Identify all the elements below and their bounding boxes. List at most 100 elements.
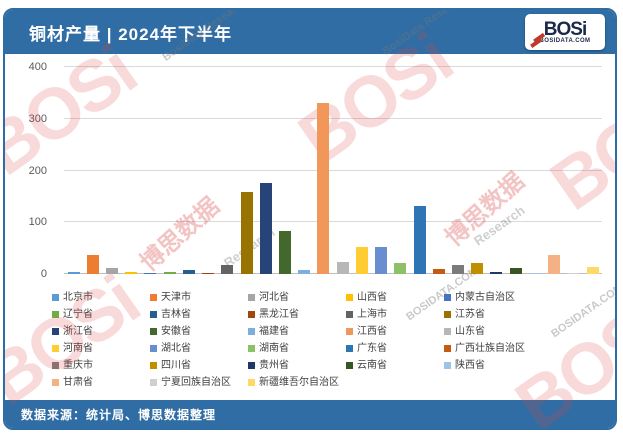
legend-item: 云南省 — [346, 359, 444, 372]
legend-label: 湖南省 — [259, 343, 289, 354]
bar-湖南省 — [394, 262, 407, 274]
legend-swatch — [150, 362, 157, 369]
legend-item: 湖南省 — [248, 342, 346, 355]
legend-swatch — [444, 311, 451, 318]
bar-slot — [333, 67, 352, 274]
bar-slot — [564, 67, 583, 274]
y-tick-label: 300 — [28, 112, 47, 125]
legend-label: 吉林省 — [161, 309, 191, 320]
gridline — [64, 66, 602, 67]
bar-slot — [410, 67, 429, 274]
bar-slot — [218, 67, 237, 274]
bar-slot — [122, 67, 141, 274]
legend-label: 江苏省 — [455, 309, 485, 320]
bar-slot — [83, 67, 102, 274]
bars-container — [64, 67, 602, 274]
bar-云南省 — [509, 267, 522, 274]
bar-slot — [352, 67, 371, 274]
bar-slot — [429, 67, 448, 274]
bar-山西省 — [125, 271, 138, 274]
legend-label: 河北省 — [259, 292, 289, 303]
bar-浙江省 — [259, 182, 272, 274]
bar-slot — [487, 67, 506, 274]
legend-swatch — [52, 311, 59, 318]
legend-label: 陕西省 — [455, 360, 485, 371]
bar-slot — [102, 67, 121, 274]
legend-swatch — [248, 362, 255, 369]
bar-slot — [391, 67, 410, 274]
bosi-logo: BOSi BOSIDATA.COM — [525, 14, 605, 50]
bar-辽宁省 — [163, 272, 176, 274]
report-header: 铜材产量 | 2024年下半年 BOSi BOSIDATA.COM — [5, 10, 615, 54]
gridline — [64, 117, 602, 119]
y-axis: 0 100 200 300 400 — [5, 61, 55, 280]
bar-slot — [583, 67, 602, 274]
legend-label: 广东省 — [357, 343, 387, 354]
legend-item: 辽宁省 — [52, 308, 150, 321]
legend-label: 广西壮族自治区 — [455, 343, 525, 354]
bar-slot — [199, 67, 218, 274]
legend-swatch — [444, 328, 451, 335]
bar-slot — [314, 67, 333, 274]
bar-山东省 — [336, 261, 349, 274]
logo-subtext: BOSIDATA.COM — [539, 37, 591, 44]
legend-item: 贵州省 — [248, 359, 346, 372]
y-tick-label: 100 — [28, 216, 47, 229]
legend-item: 新疆维吾尔自治区 — [248, 376, 346, 389]
legend-item: 浙江省 — [52, 325, 150, 338]
bar-slot — [275, 67, 294, 274]
legend-item: 天津市 — [150, 291, 248, 304]
legend-swatch — [346, 328, 353, 335]
legend-item: 重庆市 — [52, 359, 150, 372]
legend-label: 甘肃省 — [63, 377, 93, 388]
legend-swatch — [52, 345, 59, 352]
bar-新疆维吾尔自治区 — [586, 266, 599, 274]
y-tick-label: 400 — [28, 61, 47, 73]
page-title: 铜材产量 | 2024年下半年 — [29, 24, 233, 44]
bar-slot — [372, 67, 391, 274]
legend-swatch — [248, 345, 255, 352]
y-tick-label: 200 — [28, 164, 47, 177]
bar-slot — [295, 67, 314, 274]
plot-area — [64, 66, 602, 274]
bar-黑龙江省 — [202, 272, 215, 274]
bar-河南省 — [355, 247, 368, 274]
legend-swatch — [248, 311, 255, 318]
bar-福建省 — [298, 270, 311, 274]
bar-天津市 — [86, 254, 99, 274]
bar-重庆市 — [451, 264, 464, 274]
bar-上海市 — [221, 265, 234, 274]
legend-swatch — [52, 379, 59, 386]
legend-swatch — [248, 294, 255, 301]
legend-label: 山西省 — [357, 292, 387, 303]
legend-label: 宁夏回族自治区 — [161, 377, 231, 388]
bar-广东省 — [413, 206, 426, 274]
bar-湖北省 — [375, 246, 388, 274]
bar-slot — [141, 67, 160, 274]
legend-item: 江苏省 — [444, 308, 542, 321]
legend-label: 江西省 — [357, 326, 387, 337]
data-source-text: 数据来源：统计局、博思数据整理 — [21, 407, 217, 422]
legend-item: 宁夏回族自治区 — [150, 376, 248, 389]
legend-label: 内蒙古自治区 — [455, 292, 515, 303]
legend-label: 安徽省 — [161, 326, 191, 337]
legend-swatch — [248, 379, 255, 386]
chart-legend: 北京市 天津市 河北省 山西省 内蒙古自治区 辽宁省 吉林省 黑龙江省 上海市 江苏省 浙江省 安徽省… — [52, 291, 615, 389]
x-axis-line — [64, 273, 602, 274]
legend-label: 北京市 — [63, 292, 93, 303]
legend-label: 山东省 — [455, 326, 485, 337]
bar-江西省 — [317, 103, 330, 274]
legend-item: 内蒙古自治区 — [444, 291, 542, 304]
legend-item: 上海市 — [346, 308, 444, 321]
bar-四川省 — [471, 262, 484, 274]
legend-swatch — [346, 362, 353, 369]
bar-slot — [179, 67, 198, 274]
bar-贵州省 — [490, 272, 503, 274]
bar-内蒙古自治区 — [144, 272, 157, 274]
legend-label: 新疆维吾尔自治区 — [259, 377, 339, 388]
bar-陕西省 — [528, 272, 541, 274]
bar-吉林省 — [182, 270, 195, 274]
legend-label: 贵州省 — [259, 360, 289, 371]
legend-swatch — [150, 379, 157, 386]
